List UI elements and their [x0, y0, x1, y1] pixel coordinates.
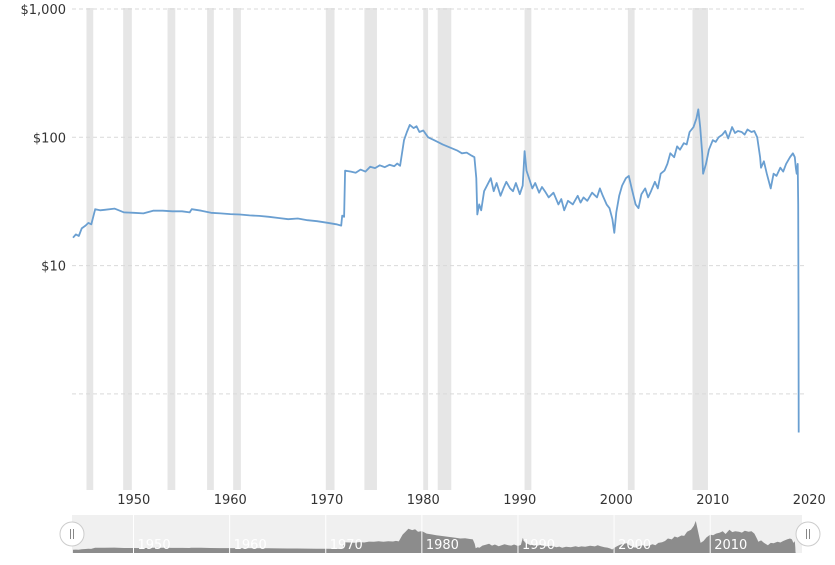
y-tick-label: $10 — [41, 260, 66, 275]
navigator-grid — [133, 515, 711, 553]
recession-band — [692, 8, 708, 490]
range-navigator[interactable]: 1950 1960 1970 1980 1990 2000 2010 — [59, 515, 821, 553]
recession-band — [123, 8, 132, 490]
y-axis-ticks: $1,000 $100 $10 — [21, 3, 67, 275]
price-series-line — [72, 108, 800, 433]
x-tick-label: 2010 — [696, 493, 729, 508]
recession-bands — [86, 8, 708, 490]
x-tick-label: 1990 — [503, 493, 536, 508]
recession-band — [86, 8, 94, 490]
x-tick-label: 1980 — [407, 493, 440, 508]
y-tick-label: $1,000 — [21, 3, 67, 18]
x-tick-label: 1950 — [117, 493, 150, 508]
navigator-tick-label: 1950 — [138, 538, 171, 553]
recession-band — [325, 8, 335, 490]
recession-band — [167, 8, 176, 490]
y-tick-label: $100 — [33, 131, 66, 146]
navigator-left-handle[interactable] — [59, 521, 85, 547]
navigator-x-ticks: 1950 1960 1970 1980 1990 2000 2010 — [138, 538, 748, 553]
x-tick-label: 2020 — [793, 493, 826, 508]
recession-band — [423, 8, 429, 490]
recession-band — [207, 8, 214, 490]
x-tick-label: 1970 — [310, 493, 343, 508]
grid-lines — [72, 8, 805, 395]
navigator-tick-label: 1990 — [522, 538, 555, 553]
navigator-tick-label: 2000 — [618, 538, 651, 553]
navigator-tick-label: 1980 — [426, 538, 459, 553]
navigator-right-handle[interactable] — [795, 521, 821, 547]
recession-band — [364, 8, 377, 490]
recession-band — [233, 8, 241, 490]
recession-band — [437, 8, 452, 490]
x-axis-ticks: 1950 1960 1970 1980 1990 2000 2010 2020 — [117, 493, 826, 508]
recession-band — [627, 8, 635, 490]
navigator-area — [73, 521, 796, 553]
navigator-tick-label: 2010 — [714, 538, 747, 553]
navigator-tick-label: 1970 — [330, 538, 363, 553]
x-tick-label: 1960 — [214, 493, 247, 508]
navigator-tick-label: 1960 — [234, 538, 267, 553]
x-tick-label: 2000 — [600, 493, 633, 508]
recession-band — [524, 8, 532, 490]
